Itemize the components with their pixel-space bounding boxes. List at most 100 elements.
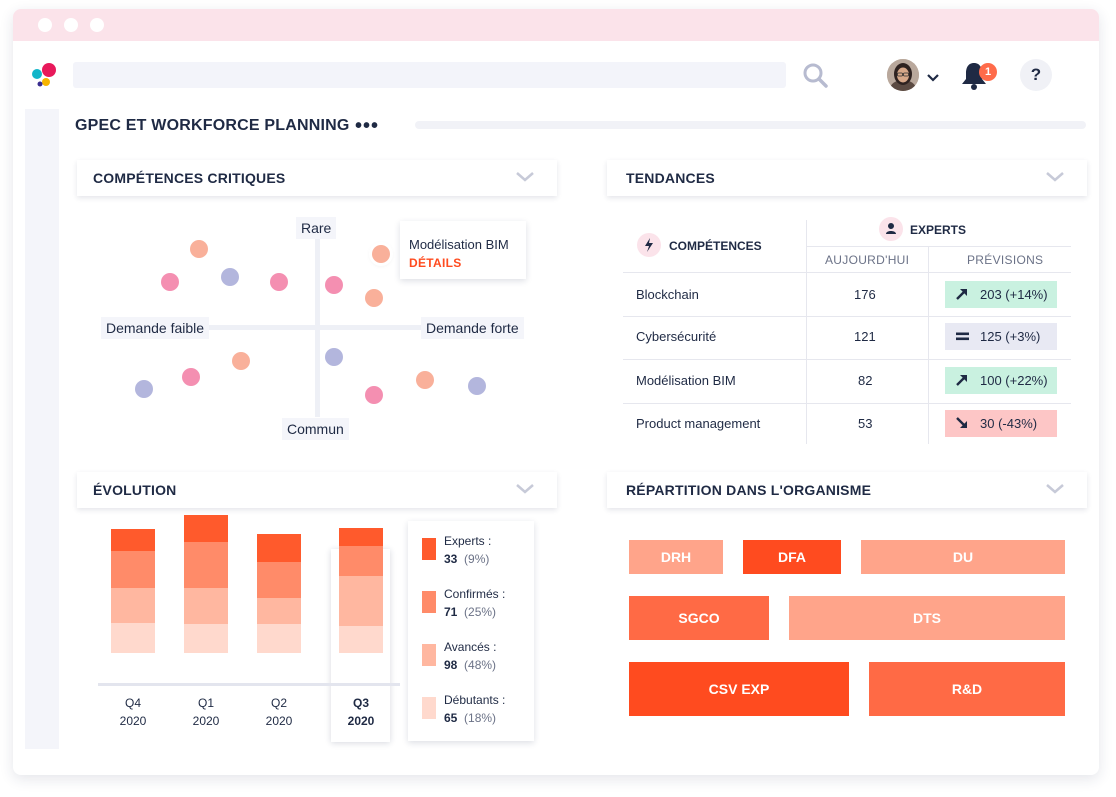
org-tile-rd[interactable]: R&D [869, 662, 1065, 716]
bar-segment-experts[interactable] [257, 534, 301, 562]
bar-segment-confirms[interactable] [111, 551, 155, 588]
skill-bubble[interactable] [161, 273, 179, 291]
forecast-badge: 203 (+14%) [945, 281, 1057, 308]
user-photo [887, 59, 919, 91]
legend-name: Débutants : [444, 693, 506, 707]
window-control-dot[interactable] [90, 18, 104, 32]
skill-bubble[interactable] [232, 352, 250, 370]
skill-bubble[interactable] [325, 276, 343, 294]
org-tile-du[interactable]: DU [861, 540, 1065, 574]
org-tile-dfa[interactable]: DFA [743, 540, 841, 574]
table-divider [928, 247, 929, 444]
skill-name: Blockchain [636, 287, 699, 302]
more-options-button[interactable]: ••• [355, 115, 380, 137]
avatar[interactable] [887, 59, 919, 91]
window-control-dot[interactable] [64, 18, 78, 32]
title-divider [415, 121, 1086, 129]
bar-segment-dbutants[interactable] [184, 624, 228, 653]
panel-header-evolution[interactable]: ÉVOLUTION [77, 472, 557, 508]
bar-segment-confirms[interactable] [184, 542, 228, 588]
panel-title: COMPÉTENCES CRITIQUES [93, 170, 286, 186]
bar-segment-dbutants[interactable] [257, 624, 301, 653]
panel-header-repartition[interactable]: RÉPARTITION DANS L'ORGANISME [607, 472, 1087, 508]
help-button[interactable]: ? [1020, 59, 1052, 91]
org-tile-csv-exp[interactable]: CSV EXP [629, 662, 849, 716]
skill-bubble[interactable] [365, 289, 383, 307]
table-divider [806, 246, 1071, 247]
column-subheader-forecast: PRÉVISIONS [967, 253, 1044, 267]
search-icon[interactable] [801, 61, 829, 89]
axis-label-demande-faible: Demande faible [101, 317, 210, 339]
window-titlebar [13, 9, 1099, 41]
chevron-down-icon[interactable] [515, 170, 535, 184]
forecast-badge: 30 (-43%) [945, 410, 1057, 437]
window-control-dot[interactable] [38, 18, 52, 32]
table-divider [623, 272, 1071, 273]
table-divider [623, 403, 1071, 404]
bar-segment-dbutants[interactable] [339, 626, 383, 653]
bar-segment-confirms[interactable] [339, 546, 383, 576]
column-header-experts: EXPERTS [910, 223, 967, 237]
tooltip-title: Modélisation BIM [409, 237, 509, 252]
matrix-vertical-axis [315, 217, 320, 417]
chevron-down-icon[interactable] [1045, 482, 1065, 496]
experts-today: 176 [854, 287, 876, 302]
forecast-value: 30 (-43%) [980, 416, 1038, 431]
chevron-down-icon[interactable] [926, 71, 940, 85]
skill-bubble[interactable] [190, 240, 208, 258]
axis-label-rare: Rare [296, 217, 337, 239]
org-tile-dts[interactable]: DTS [789, 596, 1065, 640]
bar-segment-avancs[interactable] [339, 576, 383, 626]
bar-segment-experts[interactable] [184, 515, 228, 542]
panel-title: ÉVOLUTION [93, 482, 177, 498]
org-tile-drh[interactable]: DRH [629, 540, 723, 574]
legend-value: 71 (25%) [444, 605, 497, 619]
bar-segment-avancs[interactable] [111, 588, 155, 623]
forecast-badge: 125 (+3%) [945, 323, 1057, 350]
period-label-selected[interactable]: Q3 2020 [347, 696, 375, 728]
skill-bubble[interactable] [135, 380, 153, 398]
panel-header-competences-critiques[interactable]: COMPÉTENCES CRITIQUES [77, 160, 557, 196]
app-logo[interactable] [29, 61, 59, 91]
sidebar [25, 109, 59, 749]
skill-bubble-selected[interactable] [372, 245, 390, 263]
period-label: Q2 2020 [265, 696, 293, 728]
skill-bubble[interactable] [182, 368, 200, 386]
period-label: Q1 2020 [192, 696, 220, 728]
column-subheader-today: AUJOURD'HUI [825, 253, 910, 267]
lightning-icon [637, 233, 661, 257]
legend-swatch [422, 644, 436, 666]
details-link[interactable]: DÉTAILS [409, 256, 462, 270]
trend-up-icon [956, 375, 967, 386]
forecast-value: 203 (+14%) [980, 287, 1048, 302]
search-input[interactable] [73, 62, 786, 88]
bar-segment-dbutants[interactable] [111, 623, 155, 653]
legend-value: 33 (9%) [444, 552, 490, 566]
chart-baseline [98, 683, 400, 686]
legend-name: Experts : [444, 534, 492, 548]
experts-today: 53 [858, 416, 873, 431]
skill-tooltip: Modélisation BIM DÉTAILS [400, 221, 526, 279]
skill-bubble[interactable] [365, 386, 383, 404]
skill-bubble[interactable] [270, 273, 288, 291]
skill-bubble[interactable] [325, 348, 343, 366]
page-title: GPEC ET WORKFORCE PLANNING [75, 117, 350, 134]
legend-swatch [422, 538, 436, 560]
skill-bubble[interactable] [416, 371, 434, 389]
panel-header-tendances[interactable]: TENDANCES [607, 160, 1087, 196]
skill-bubble[interactable] [221, 268, 239, 286]
skill-bubble[interactable] [468, 377, 486, 395]
org-tile-sgco[interactable]: SGCO [629, 596, 769, 640]
axis-label-commun: Commun [282, 418, 349, 440]
bar-segment-avancs[interactable] [257, 598, 301, 624]
chevron-down-icon[interactable] [1045, 170, 1065, 184]
bar-segment-confirms[interactable] [257, 562, 301, 598]
bar-segment-experts[interactable] [111, 529, 155, 551]
legend-name: Avancés : [444, 640, 497, 654]
bar-segment-avancs[interactable] [184, 588, 228, 624]
notification-badge: 1 [979, 63, 997, 81]
legend-name: Confirmés : [444, 587, 506, 601]
chevron-down-icon[interactable] [515, 482, 535, 496]
bar-segment-experts[interactable] [339, 528, 383, 546]
skill-name: Modélisation BIM [636, 373, 736, 388]
